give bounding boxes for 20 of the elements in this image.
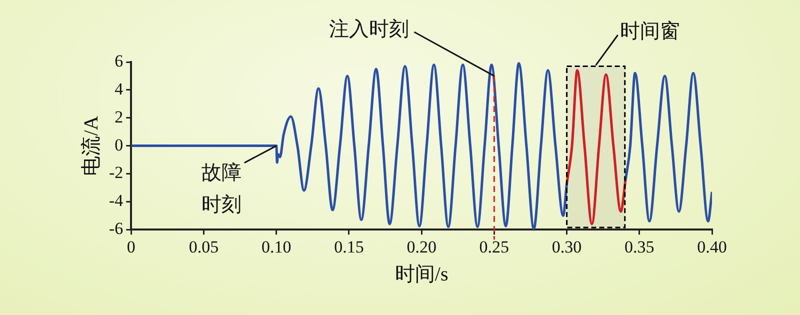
y-tick-label: 4	[114, 79, 124, 98]
annotation: 故障时刻	[201, 162, 242, 216]
y-tick-label: -4	[108, 191, 124, 210]
x-tick-label: 0.40	[697, 237, 727, 256]
y-tick-label: 2	[114, 107, 124, 126]
x-tick-label: 0.35	[624, 237, 654, 256]
x-tick-label: 0.30	[552, 237, 582, 256]
x-tick-label: 0.25	[479, 237, 510, 256]
x-tick-label: 0.10	[261, 237, 292, 256]
x-tick-label: 0.05	[188, 237, 219, 256]
x-tick-label: 0.20	[406, 237, 436, 256]
y-tick-label: 6	[114, 51, 124, 70]
y-tick-label: -6	[108, 219, 124, 238]
band-label: 时间窗	[620, 20, 680, 42]
ref-line-label: 注入时刻	[329, 18, 410, 40]
x-tick-label: 0.15	[334, 237, 364, 256]
y-axis-title: 电流/A	[80, 115, 102, 176]
y-tick-label: 0	[114, 135, 124, 154]
x-axis-title: 时间/s	[394, 263, 448, 286]
y-tick-label: -2	[108, 163, 124, 182]
